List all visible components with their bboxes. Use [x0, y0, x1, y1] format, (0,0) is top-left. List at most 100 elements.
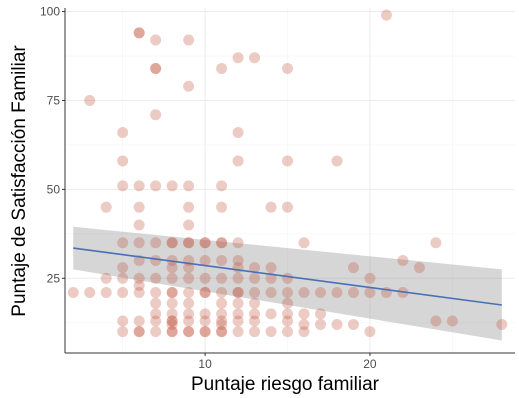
- trend-line: [73, 247, 502, 306]
- data-point: [282, 201, 294, 213]
- data-point: [166, 237, 178, 249]
- data-point: [364, 272, 376, 284]
- data-point: [133, 279, 145, 291]
- data-point: [150, 109, 162, 121]
- data-point: [249, 315, 261, 327]
- data-point: [183, 237, 195, 249]
- data-point: [232, 272, 244, 284]
- data-point: [216, 326, 228, 338]
- data-point: [133, 27, 145, 39]
- x-tick-label: 20: [363, 357, 377, 371]
- data-point: [249, 52, 261, 64]
- data-point: [216, 272, 228, 284]
- data-point: [150, 272, 162, 284]
- data-point: [232, 287, 244, 299]
- data-point: [150, 287, 162, 299]
- data-point: [282, 62, 294, 74]
- data-point: [232, 287, 244, 299]
- data-point: [216, 237, 228, 249]
- data-point: [199, 326, 211, 338]
- data-point: [183, 308, 195, 320]
- data-point: [282, 326, 294, 338]
- data-point: [133, 237, 145, 249]
- data-point: [133, 272, 145, 284]
- data-points: [67, 9, 508, 338]
- data-point: [199, 237, 211, 249]
- data-point: [364, 326, 376, 338]
- data-point: [166, 237, 178, 249]
- data-point: [216, 180, 228, 192]
- data-point: [183, 326, 195, 338]
- data-point: [232, 237, 244, 249]
- data-point: [298, 237, 310, 249]
- data-point: [282, 297, 294, 309]
- data-point: [249, 272, 261, 284]
- confidence-band: [73, 226, 502, 341]
- data-point: [232, 52, 244, 64]
- y-tick-label: 100: [40, 5, 60, 19]
- data-point: [150, 237, 162, 249]
- data-point: [183, 315, 195, 327]
- data-point: [100, 287, 112, 299]
- data-point: [430, 315, 442, 327]
- data-point: [314, 319, 326, 331]
- x-tick-label: 10: [198, 357, 212, 371]
- data-point: [216, 297, 228, 309]
- data-point: [166, 326, 178, 338]
- data-point: [133, 326, 145, 338]
- data-point: [282, 155, 294, 167]
- data-point: [117, 155, 129, 167]
- data-point: [331, 155, 343, 167]
- data-point: [249, 326, 261, 338]
- data-point: [183, 326, 195, 338]
- data-point: [216, 315, 228, 327]
- data-point: [397, 255, 409, 267]
- data-point: [249, 262, 261, 274]
- data-point: [216, 255, 228, 267]
- y-tick-label: 25: [47, 271, 61, 285]
- data-point: [166, 287, 178, 299]
- axes: [64, 8, 515, 354]
- data-point: [117, 237, 129, 249]
- data-point: [166, 326, 178, 338]
- data-point: [150, 34, 162, 46]
- data-point: [314, 308, 326, 320]
- data-point: [183, 262, 195, 274]
- data-point: [347, 262, 359, 274]
- data-point: [298, 287, 310, 299]
- data-point: [133, 219, 145, 231]
- data-point: [199, 287, 211, 299]
- data-point: [183, 34, 195, 46]
- data-point: [133, 180, 145, 192]
- data-point: [183, 287, 195, 299]
- data-point: [199, 255, 211, 267]
- data-point: [496, 319, 508, 331]
- data-point: [282, 315, 294, 327]
- data-point: [216, 308, 228, 320]
- data-point: [282, 272, 294, 284]
- y-tick-label: 50: [47, 182, 61, 196]
- data-point: [183, 219, 195, 231]
- data-point: [216, 326, 228, 338]
- grid: [65, 8, 515, 353]
- data-point: [232, 308, 244, 320]
- data-point: [133, 201, 145, 213]
- data-point: [150, 62, 162, 74]
- data-point: [150, 255, 162, 267]
- data-point: [133, 326, 145, 338]
- data-point: [166, 319, 178, 331]
- data-point: [232, 262, 244, 274]
- data-point: [216, 237, 228, 249]
- data-point: [183, 272, 195, 284]
- data-point: [314, 287, 326, 299]
- data-point: [265, 287, 277, 299]
- confidence-band-area: [73, 226, 502, 341]
- data-point: [413, 262, 425, 274]
- data-point: [446, 315, 458, 327]
- data-point: [166, 272, 178, 284]
- data-point: [150, 315, 162, 327]
- data-point: [249, 308, 261, 320]
- data-point: [298, 319, 310, 331]
- data-point: [331, 287, 343, 299]
